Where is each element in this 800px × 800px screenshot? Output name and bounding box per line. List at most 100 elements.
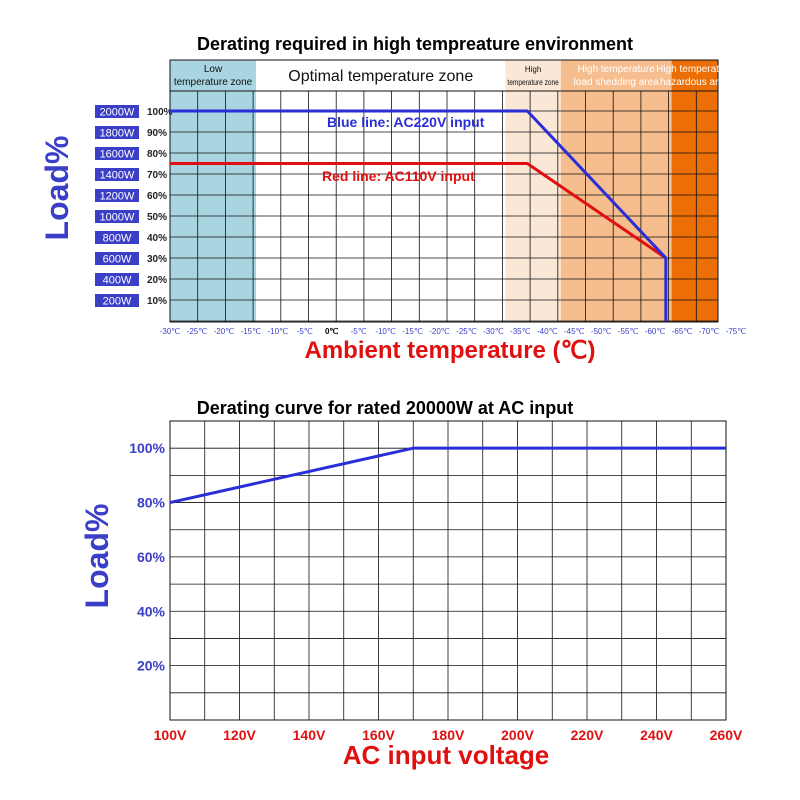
temperature-zone-labels: Low temperature zone Optimal temperature z… [174,64,734,88]
percent-label: 30% [147,254,167,265]
temp-tick-label: -35℃ [510,327,531,336]
percent-label: 100% [147,107,173,118]
voltage-tick-label: 100V [154,727,187,743]
low-temp-zone-label-line2: temperature zone [174,77,253,88]
low-temp-zone-label-line1: Low [204,64,223,75]
watt-label: 1800W [100,128,135,140]
watt-label: 1200W [100,191,135,203]
watt-badge [95,273,139,286]
load-tick-label: 20% [137,658,166,674]
percent-label: 80% [147,149,167,160]
temp-tick-label: -5℃ [297,327,313,336]
legend-blue-line: Blue line: AC220V input [327,114,485,130]
temp-tick-label: -15℃ [402,327,423,336]
temp-tick-label: -55℃ [618,327,639,336]
temp-tick-label: -65℃ [672,327,693,336]
chart1-y-axis-title: Load% [39,136,75,241]
chart1-frame [169,59,719,323]
chart2-y-tick-labels: 100% 80% 60% 40% 20% [129,440,165,673]
temp-tick-label: -5℃ [351,327,367,336]
watt-badge [95,168,139,181]
voltage-tick-label: 120V [223,727,256,743]
high-temp-zone-band [505,60,561,322]
temp-tick-label: -60℃ [645,327,666,336]
temp-tick-label: -25℃ [456,327,477,336]
legend-red-line: Red line: AC110V input [322,168,475,184]
temp-tick-label: -20℃ [214,327,235,336]
temp-tick-label: -30℃ [160,327,181,336]
percent-label: 40% [147,233,167,244]
hazardous-zone-band [671,60,718,322]
ac110v-line [170,162,667,260]
voltage-tick-label: 200V [501,727,534,743]
chart2-grid [169,420,727,721]
chart2-frame [169,420,727,721]
optimal-temp-zone-label: Optimal temperature zone [288,68,473,85]
temp-tick-label: -75℃ [726,327,747,336]
watt-badge [95,189,139,202]
watt-label: 1000W [100,212,135,224]
voltage-tick-label: 160V [362,727,395,743]
load-tick-label: 80% [137,495,166,511]
watt-label: 1400W [100,170,135,182]
load-shedding-zone-label-line2: load shedding area [574,77,660,88]
temp-tick-label: -25℃ [187,327,208,336]
low-temp-zone-band [170,60,257,322]
chart2-x-tick-labels: 100V 120V 140V 160V 180V 200V 220V 240V 260V [154,727,743,743]
voltage-derating-chart: Derating curve for rated 20000W at AC in… [79,398,743,770]
optimal-temp-zone-band [256,60,506,322]
percent-label: 20% [147,275,167,286]
temp-tick-label: -10℃ [375,327,396,336]
high-temp-zone-label-line2: temperature zone [507,78,559,87]
chart1-grid [169,59,719,323]
temp-tick-label: -15℃ [241,327,262,336]
watt-label: 600W [103,254,132,266]
watt-badge [95,147,139,160]
voltage-tick-label: 140V [293,727,326,743]
watt-label: 800W [103,233,132,245]
chart2-title: Derating curve for rated 20000W at AC in… [197,398,573,418]
watt-label: 200W [103,296,132,308]
watt-label: 400W [103,275,132,287]
load-tick-label: 60% [137,549,166,565]
percent-label: 50% [147,212,167,223]
watt-badge [95,252,139,265]
temp-tick-label: 0℃ [325,327,338,336]
ac220v-line [170,109,668,321]
hazardous-zone-label-line1: High temperature [656,64,734,75]
watt-label: 2000W [100,107,135,119]
chart2-x-axis-title: AC input voltage [343,740,550,770]
temp-tick-label: -50℃ [591,327,612,336]
watt-badge [95,231,139,244]
percent-label: 90% [147,128,167,139]
voltage-tick-label: 240V [640,727,673,743]
chart1-x-axis-title: Ambient temperature (℃) [305,337,596,364]
temp-tick-label: -45℃ [564,327,585,336]
watt-badge [95,294,139,307]
watt-badge [95,105,139,118]
temperature-derating-chart: Derating required in high tempreature en… [39,34,746,364]
hazardous-zone-label-line2: hazardous area [660,77,730,88]
chart1-y-labels: 2000W 100% 1800W 90% 1600W 80% 1400W 70% 1200W 60… [95,105,173,308]
percent-label: 60% [147,191,167,202]
load-shedding-zone-label-line1: High temperature [578,64,656,75]
chart2-y-axis-title: Load% [79,504,115,609]
voltage-tick-label: 220V [571,727,604,743]
chart1-title: Derating required in high tempreature en… [197,34,633,54]
temp-tick-label: -10℃ [268,327,289,336]
high-temp-zone-label-line1: High [525,65,541,74]
watt-label: 1600W [100,149,135,161]
load-tick-label: 100% [129,440,165,456]
percent-label: 70% [147,170,167,181]
chart1-x-tick-labels: -30℃ -25℃ -20℃ -15℃ -10℃ -5℃ 0℃ -5℃ -10℃ -15℃ -20℃… [160,327,747,336]
temperature-zones [170,60,718,322]
chart2-series [169,446,726,505]
temp-tick-label: -20℃ [429,327,450,336]
percent-label: 10% [147,296,167,307]
temp-tick-label: -40℃ [537,327,558,336]
watt-badge [95,126,139,139]
voltage-tick-label: 180V [432,727,465,743]
temp-tick-label: -30℃ [483,327,504,336]
load-tick-label: 40% [137,603,166,619]
